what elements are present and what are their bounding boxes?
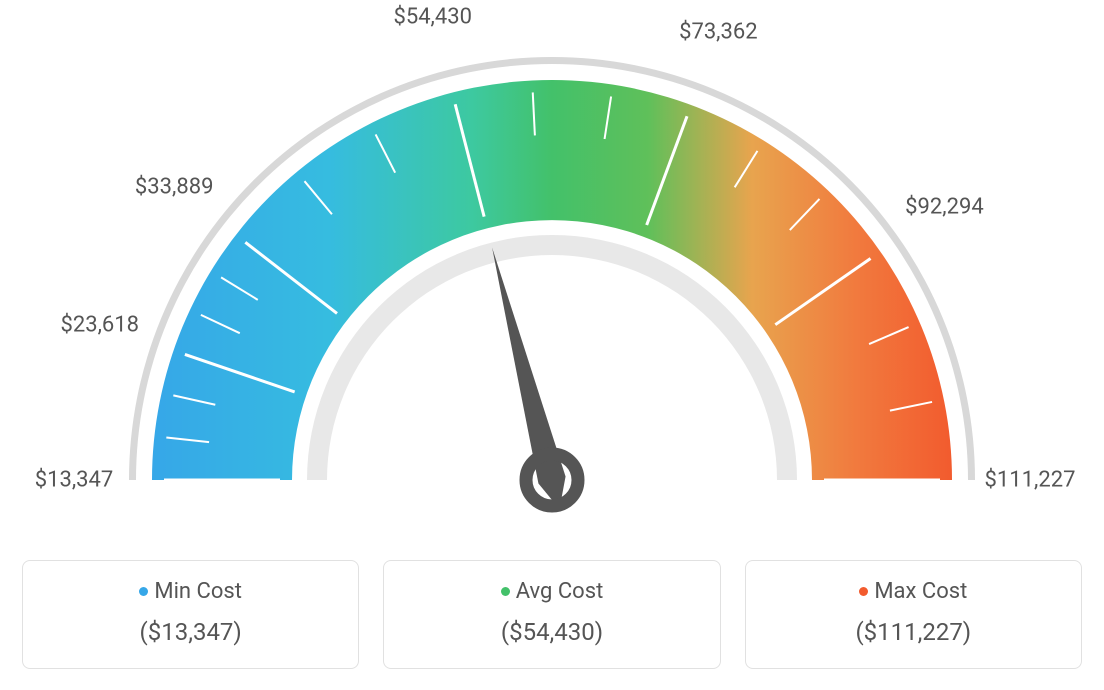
summary-title-avg: Avg Cost — [394, 579, 709, 604]
dot-min — [139, 587, 148, 596]
cost-gauge: $13,347$23,618$33,889$54,430$73,362$92,2… — [22, 20, 1082, 540]
gauge-svg — [22, 20, 1082, 540]
gauge-tick-label: $111,227 — [985, 468, 1076, 493]
summary-value-min: ($13,347) — [33, 618, 348, 646]
summary-title-min: Min Cost — [33, 579, 348, 604]
gauge-tick-label: $23,618 — [60, 313, 139, 338]
gauge-tick-label: $73,362 — [679, 19, 758, 44]
summary-title-min-text: Min Cost — [154, 579, 242, 604]
gauge-tick-label: $92,294 — [905, 195, 984, 220]
gauge-tick-label: $13,347 — [35, 468, 114, 493]
summary-card-avg: Avg Cost ($54,430) — [383, 560, 720, 669]
summary-title-avg-text: Avg Cost — [516, 579, 604, 604]
summary-card-max: Max Cost ($111,227) — [745, 560, 1082, 669]
summary-value-avg: ($54,430) — [394, 618, 709, 646]
gauge-tick-label: $54,430 — [393, 5, 472, 30]
summary-title-max-text: Max Cost — [874, 579, 967, 604]
dot-max — [859, 587, 868, 596]
summary-value-max: ($111,227) — [756, 618, 1071, 646]
summary-row: Min Cost ($13,347) Avg Cost ($54,430) Ma… — [22, 560, 1082, 669]
dot-avg — [501, 587, 510, 596]
gauge-tick-label: $33,889 — [135, 175, 214, 200]
summary-title-max: Max Cost — [756, 579, 1071, 604]
summary-card-min: Min Cost ($13,347) — [22, 560, 359, 669]
